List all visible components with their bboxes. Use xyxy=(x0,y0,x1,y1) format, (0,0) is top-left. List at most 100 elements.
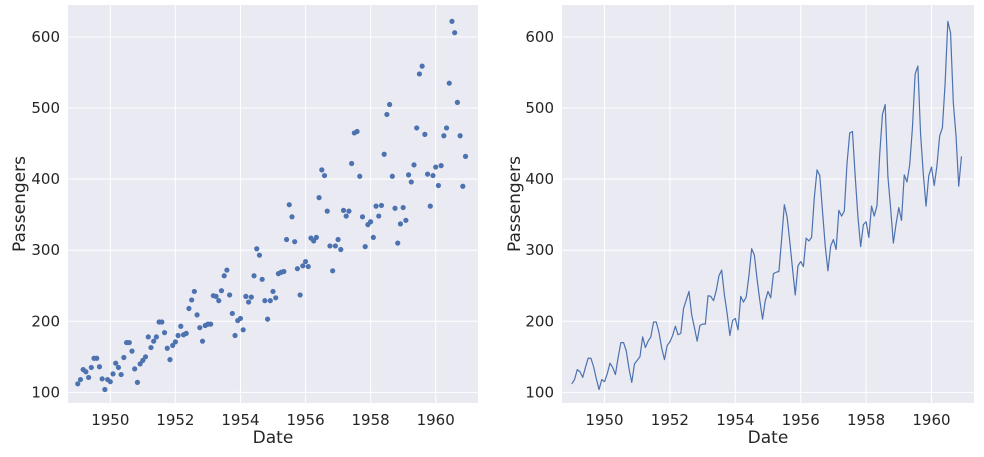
data-point xyxy=(227,292,233,298)
data-point xyxy=(118,371,124,378)
data-point xyxy=(433,164,439,170)
data-point xyxy=(121,354,127,361)
data-point xyxy=(419,63,425,69)
data-point xyxy=(392,205,398,211)
data-point xyxy=(359,214,366,220)
data-point xyxy=(77,376,84,383)
x-tick-label: 1960 xyxy=(417,411,455,429)
y-tick-label: 300 xyxy=(525,241,554,259)
data-point xyxy=(229,310,235,317)
data-point xyxy=(449,18,455,24)
data-point xyxy=(110,371,116,377)
data-point xyxy=(362,244,368,250)
series-line xyxy=(571,20,963,391)
y-tick-label: 200 xyxy=(525,312,554,330)
data-point xyxy=(368,219,374,225)
data-point xyxy=(240,327,246,333)
x-tick-label: 1954 xyxy=(716,411,754,429)
data-point xyxy=(232,332,238,339)
data-point xyxy=(422,131,428,137)
data-point xyxy=(373,203,379,209)
data-point xyxy=(381,151,387,157)
data-point xyxy=(441,133,447,139)
data-point xyxy=(197,325,203,331)
data-point xyxy=(153,334,159,340)
data-point xyxy=(452,30,458,36)
data-point xyxy=(302,258,309,265)
data-point xyxy=(159,319,165,325)
x-tick-label: 1956 xyxy=(286,411,324,429)
data-point xyxy=(316,195,322,201)
data-point xyxy=(264,316,271,322)
data-point xyxy=(134,379,141,385)
data-point xyxy=(142,354,149,360)
data-point xyxy=(259,276,265,282)
data-point xyxy=(438,163,444,169)
data-point xyxy=(208,321,214,327)
data-point xyxy=(294,266,301,272)
data-point xyxy=(75,381,81,387)
gridlines xyxy=(68,5,478,403)
series-marks xyxy=(571,20,963,391)
data-point xyxy=(248,294,254,300)
data-point xyxy=(96,364,103,370)
x-tick-label: 1950 xyxy=(91,411,129,429)
data-point xyxy=(199,338,206,344)
data-point xyxy=(346,208,352,214)
plot-area xyxy=(68,5,478,403)
data-point xyxy=(384,111,390,118)
data-point xyxy=(243,293,249,299)
data-point xyxy=(343,213,349,219)
data-point xyxy=(408,179,414,185)
x-tick-label: 1950 xyxy=(585,411,623,429)
x-tick-label: 1952 xyxy=(651,411,689,429)
data-point xyxy=(397,221,404,227)
data-point xyxy=(300,263,306,269)
data-point xyxy=(338,246,344,253)
x-tick-label: 1956 xyxy=(782,411,820,429)
data-point xyxy=(102,386,108,393)
y-tick-label: 500 xyxy=(525,99,554,117)
y-axis-label: Passengers xyxy=(505,156,525,252)
data-point xyxy=(460,183,466,189)
data-point xyxy=(286,202,292,208)
line-panel: 1950 1952 1954 1956 1958 1960 100 200 300 400 500 6… xyxy=(505,5,974,448)
data-point xyxy=(462,153,469,159)
data-point xyxy=(324,208,330,214)
x-tick-label: 1958 xyxy=(847,411,885,429)
gridlines xyxy=(562,5,974,403)
data-point xyxy=(370,234,376,241)
data-point xyxy=(349,160,355,167)
data-point xyxy=(305,263,311,270)
data-point xyxy=(218,288,225,294)
x-tick-label: 1954 xyxy=(221,411,259,429)
data-point xyxy=(313,234,319,241)
data-point xyxy=(340,207,347,213)
data-point xyxy=(83,369,89,375)
x-tick-label: 1952 xyxy=(156,411,194,429)
data-point xyxy=(221,273,227,279)
data-point xyxy=(357,173,363,179)
y-tick-label: 400 xyxy=(31,170,60,188)
data-point xyxy=(267,298,273,304)
y-tick-label: 100 xyxy=(31,383,60,401)
data-point xyxy=(262,298,268,304)
data-point xyxy=(400,204,406,211)
data-point xyxy=(319,167,325,173)
series-marks xyxy=(75,18,469,393)
data-point xyxy=(245,299,252,305)
y-tick-label: 100 xyxy=(525,383,554,401)
data-point xyxy=(86,374,92,381)
data-point xyxy=(297,292,303,298)
data-point xyxy=(213,293,219,299)
data-point xyxy=(256,252,263,258)
data-point xyxy=(335,236,341,243)
data-point xyxy=(435,182,442,189)
data-point xyxy=(430,172,436,179)
y-tick-label: 500 xyxy=(31,99,60,117)
data-point xyxy=(427,203,433,209)
data-point xyxy=(378,202,385,209)
data-point xyxy=(414,125,420,131)
data-point xyxy=(237,315,244,322)
data-point xyxy=(129,348,135,354)
